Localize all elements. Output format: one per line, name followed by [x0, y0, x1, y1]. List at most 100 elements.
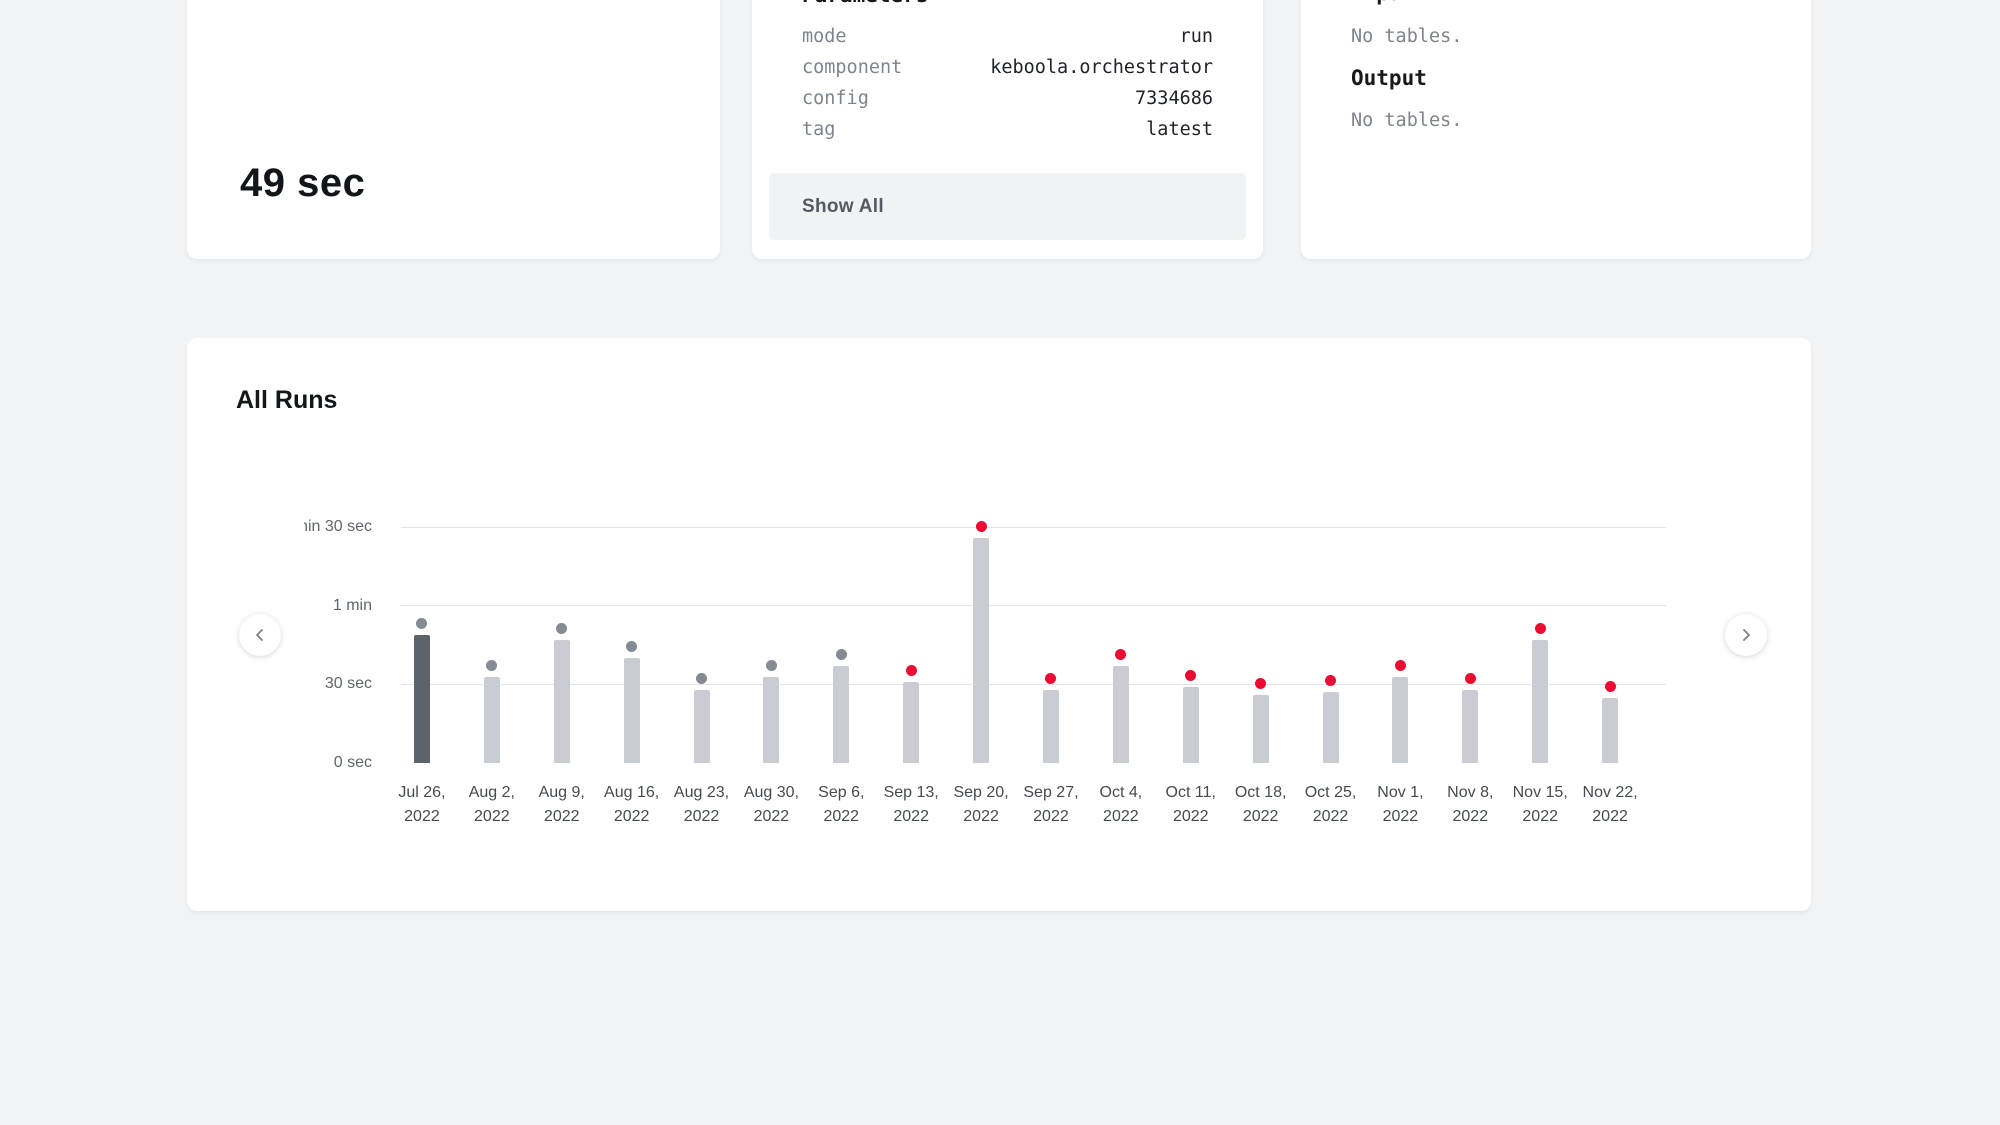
run-column[interactable] [1086, 478, 1156, 763]
run-column[interactable] [1016, 478, 1086, 763]
output-empty-text: No tables. [1351, 110, 1463, 131]
run-status-dot [1464, 673, 1476, 684]
parameters-card: Parameters mode run component keboola.orche… [752, 0, 1263, 259]
run-duration-bar [1322, 692, 1339, 763]
run-duration-bar [1392, 677, 1409, 763]
chart-prev-button[interactable] [239, 614, 281, 656]
parameter-value: 7334686 [1135, 88, 1213, 109]
chart-gridline [401, 605, 1666, 607]
x-axis-tick-label: Oct 4, 2022 [1099, 784, 1143, 825]
run-column[interactable] [527, 478, 597, 763]
run-status-dot [556, 623, 568, 634]
x-axis-tick-label: Aug 9, 2022 [538, 784, 585, 825]
run-status-dot [486, 660, 498, 671]
x-axis-tick-label: Nov 8, 2022 [1447, 784, 1494, 825]
output-title: Output [1351, 66, 1427, 90]
x-axis-tick-label: Oct 25, 2022 [1304, 784, 1357, 825]
run-status-dot [1045, 673, 1057, 684]
parameter-value: latest [1146, 119, 1213, 140]
job-duration: 49 sec [240, 161, 366, 205]
x-axis-tick-label: Aug 23, 2022 [673, 784, 730, 825]
run-column[interactable] [1575, 478, 1645, 763]
show-all-button[interactable]: Show All [769, 173, 1246, 240]
y-axis-tick-label: 30 sec [324, 675, 372, 693]
run-duration-bar [973, 538, 990, 763]
chevron-left-icon [252, 627, 268, 643]
run-duration-bar [903, 682, 920, 763]
parameters-title: Parameters [802, 0, 928, 7]
x-axis-tick-label: Sep 20, 2022 [953, 784, 1009, 825]
parameter-row: component keboola.orchestrator [802, 52, 1213, 83]
run-status-dot [1534, 623, 1546, 634]
run-column[interactable] [387, 478, 457, 763]
run-status-dot [1115, 649, 1127, 660]
chart-next-button[interactable] [1725, 614, 1767, 656]
run-status-dot [1185, 670, 1197, 681]
run-status-dot [765, 660, 777, 671]
chart-bars [387, 478, 1645, 763]
x-axis-tick-label: Aug 16, 2022 [604, 784, 660, 825]
run-duration-bar [1112, 666, 1129, 763]
parameter-row: tag latest [802, 114, 1213, 145]
parameter-value: run [1179, 26, 1213, 47]
chart-y-axis: 0 sec 30 sec 1 min 1 min 30 sec [304, 478, 1694, 858]
run-column[interactable] [876, 478, 946, 763]
run-duration-bar [763, 677, 780, 763]
run-column[interactable] [1226, 478, 1296, 763]
x-axis-tick-label: Aug 2, 2022 [468, 784, 515, 825]
parameter-key: tag [802, 119, 836, 140]
run-status-dot [416, 618, 428, 629]
run-duration-bar [1462, 690, 1479, 763]
x-axis-tick-label: Oct 18, 2022 [1234, 784, 1287, 825]
run-column[interactable] [457, 478, 527, 763]
x-axis-tick-label: Sep 13, 2022 [883, 784, 939, 825]
run-duration-bar [693, 690, 710, 763]
run-duration-bar [1602, 698, 1619, 763]
parameter-key: mode [802, 26, 847, 47]
duration-card: 49 sec [187, 0, 720, 259]
run-column[interactable] [806, 478, 876, 763]
parameter-value: keboola.orchestrator [990, 57, 1213, 78]
run-column[interactable] [667, 478, 737, 763]
y-axis-tick-label: 1 min [332, 596, 372, 614]
run-status-dot [975, 521, 987, 532]
run-column[interactable] [1365, 478, 1435, 763]
run-column[interactable] [1435, 478, 1505, 763]
run-column[interactable] [1156, 478, 1226, 763]
run-column[interactable] [736, 478, 806, 763]
parameter-row: mode run [802, 21, 1213, 52]
chart-gridline [401, 526, 1666, 528]
run-column[interactable] [597, 478, 667, 763]
run-duration-bar [1042, 690, 1059, 763]
parameter-key: component [802, 57, 903, 78]
run-column[interactable] [1296, 478, 1366, 763]
run-status-dot [1255, 678, 1267, 689]
x-axis-tick-label: Nov 1, 2022 [1377, 784, 1424, 825]
io-card: Input No tables. Output No tables. [1301, 0, 1811, 259]
parameter-row: config 7334686 [802, 83, 1213, 114]
x-axis-tick-label: Aug 30, 2022 [743, 784, 799, 825]
run-duration-bar [1252, 695, 1269, 763]
runs-chart: 0 sec 30 sec 1 min 1 min 30 sec Jul 26,2022… [304, 478, 1694, 858]
x-axis-tick-label: Nov 15, 2022 [1512, 784, 1568, 825]
input-title: Input [1351, 0, 1414, 5]
run-duration-bar [1532, 640, 1549, 763]
y-axis-tick-label: 0 sec [333, 754, 372, 771]
chart-x-axis: Jul 26, 2022 Aug 2, 2022 Aug 9, 2022 Aug 16, 20… [387, 781, 1645, 829]
run-status-dot [626, 641, 638, 652]
run-status-dot [905, 665, 917, 676]
run-duration-bar [553, 640, 570, 763]
run-duration-bar [833, 666, 850, 763]
run-status-dot [1604, 681, 1616, 692]
x-axis-tick-label: Sep 27, 2022 [1023, 784, 1079, 825]
run-duration-bar [623, 658, 640, 763]
x-axis-tick-label: Oct 11, 2022 [1165, 784, 1216, 825]
run-column[interactable] [946, 478, 1016, 763]
all-runs-card: All Runs 0 sec 30 sec 1 min 1 min 30 sec Ju… [187, 338, 1811, 911]
chart-gridline [401, 683, 1666, 685]
run-status-dot [1394, 660, 1406, 671]
chevron-right-icon [1738, 627, 1754, 643]
run-status-dot [1325, 675, 1337, 686]
run-column[interactable] [1505, 478, 1575, 763]
